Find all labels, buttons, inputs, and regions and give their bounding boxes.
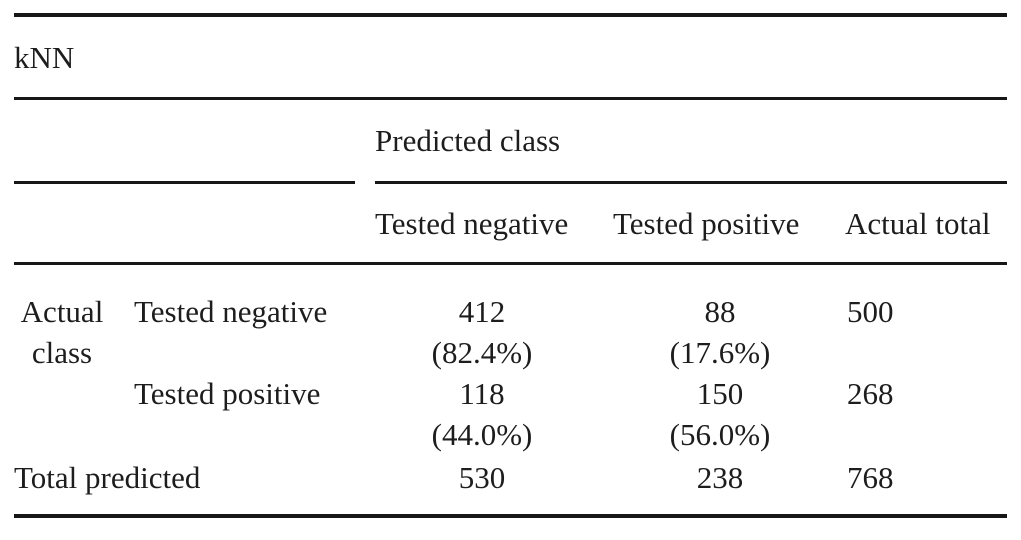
cell-value: 268: [847, 376, 894, 411]
top-rule: [14, 13, 1007, 17]
title-separator-rule: [14, 97, 1007, 100]
cell-percent: (44.0%): [431, 417, 533, 452]
bottom-rule: [14, 514, 1007, 518]
cell-percent: (82.4%): [431, 335, 533, 370]
rule-gap: [355, 181, 375, 184]
row-group-label-actual-class: Actual class: [14, 291, 130, 373]
header-separator-rule: [14, 262, 1007, 265]
cell-total-tested-negative: 530: [458, 460, 506, 495]
knn-confusion-matrix-table: kNN Predicted class Tested negative Test…: [14, 13, 1007, 518]
stub-rule-segment: [14, 181, 355, 184]
cell-value: 150: [696, 376, 744, 411]
row-group-label-line2: class: [31, 335, 93, 370]
cell-r1-actual-total: 500: [837, 291, 1007, 373]
cell-r1-tested-negative: 412 (82.4%): [361, 291, 603, 373]
row-group-spacer: [14, 373, 130, 457]
cell-value: 412: [458, 294, 506, 329]
column-header-row: Tested negative Tested positive Actual t…: [14, 184, 1007, 262]
cell-percent: (56.0%): [669, 417, 771, 452]
cell-r2-tested-negative: 118 (44.0%): [361, 373, 603, 457]
predicted-class-rule-segment: [375, 181, 1007, 184]
cell-percent: (17.6%): [669, 335, 771, 370]
column-header-tested-negative: Tested negative: [375, 205, 569, 241]
cell-r1-tested-positive: 88 (17.6%): [603, 291, 837, 373]
cell-total-tested-positive: 238: [696, 460, 744, 495]
row-group-label-line1: Actual: [20, 294, 104, 329]
table-title-row: kNN: [14, 17, 1007, 97]
cell-total-actual-total: 768: [847, 460, 894, 495]
row-label-tested-negative: Tested negative: [134, 294, 328, 329]
cell-value: 500: [847, 294, 894, 329]
cell-r2-tested-positive: 150 (56.0%): [603, 373, 837, 457]
cell-r2-actual-total: 268: [837, 373, 1007, 457]
split-rule-row: [14, 181, 1007, 184]
table-body: Actual class Tested negative 412 (82.4%)…: [14, 265, 1007, 514]
table-title: kNN: [14, 39, 75, 75]
total-row-label: Total predicted: [14, 460, 201, 495]
cell-value: 118: [459, 376, 505, 411]
spanner-row: Predicted class: [14, 100, 1007, 181]
cell-value: 88: [704, 294, 736, 329]
spanner-predicted-class: Predicted class: [375, 123, 561, 158]
row-label-tested-positive: Tested positive: [134, 376, 321, 411]
column-header-tested-positive: Tested positive: [613, 205, 800, 241]
column-header-actual-total: Actual total: [845, 205, 991, 241]
